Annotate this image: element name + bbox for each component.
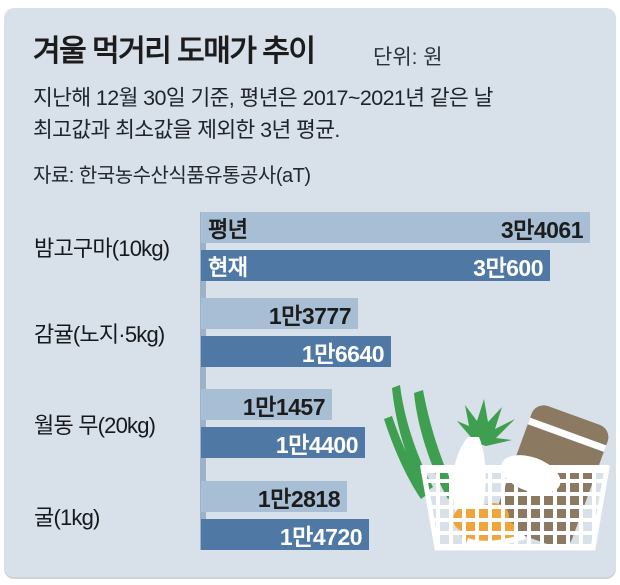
bar-normal_year-3: 1만2818 [201,481,347,512]
radish-leaves-icon [457,399,515,446]
category-label-1: 감귤(노지·5kg) [34,321,165,347]
radish-tail [466,534,526,547]
bar-value-normal_year-0: 3만4061 [500,216,584,243]
bar-current-1: 1만6640 [201,336,391,367]
bar-value-current-3: 1만4720 [279,523,363,550]
infographic-panel: 겨울 먹거리 도매가 추이 단위: 원 지난해 12월 30일 기준, 평년은 … [4,8,616,577]
bar-current-0: 현재 3만600 [201,250,550,281]
grocery-basket-illustration [384,385,610,551]
bar-value-normal_year-1: 1만3777 [268,302,352,329]
bar-value-normal_year-2: 1만1457 [242,393,326,420]
series-label-current: 현재 [208,254,248,280]
basket-icon [420,465,610,551]
series-label-normal_year: 평년 [208,216,248,242]
bar-current-3: 1만4720 [201,519,369,550]
subtitle-line-1: 지난해 12월 30일 기준, 평년은 2017~2021년 같은 날 [33,86,493,110]
bar-value-current-2: 1만4400 [275,431,359,458]
unit-label: 단위: 원 [373,46,443,69]
category-label-3: 굴(1kg) [34,504,100,530]
bar-value-current-0: 3만600 [473,254,543,281]
bar-normal_year-2: 1만1457 [201,389,332,420]
page-title: 겨울 먹거리 도매가 추이 [33,35,316,68]
subtitle-line-2: 최고값과 최소값을 제외한 3년 평균. [33,118,340,142]
bar-value-normal_year-3: 1만2818 [257,485,341,512]
bar-normal_year-1: 1만3777 [201,298,358,329]
chart-subtitle: 지난해 12월 30일 기준, 평년은 2017~2021년 같은 날 최고값과… [33,82,493,146]
chart-axis-line [200,212,206,550]
category-label-0: 밤고구마(10kg) [34,235,170,261]
bar-normal_year-0: 평년 3만4061 [201,212,590,243]
source-credit: 자료: 한국농수산식품유통공사(aT) [33,165,311,187]
bar-current-2: 1만4400 [201,427,365,458]
bar-value-current-1: 1만6640 [301,340,385,367]
category-label-2: 월동 무(20kg) [34,412,156,438]
